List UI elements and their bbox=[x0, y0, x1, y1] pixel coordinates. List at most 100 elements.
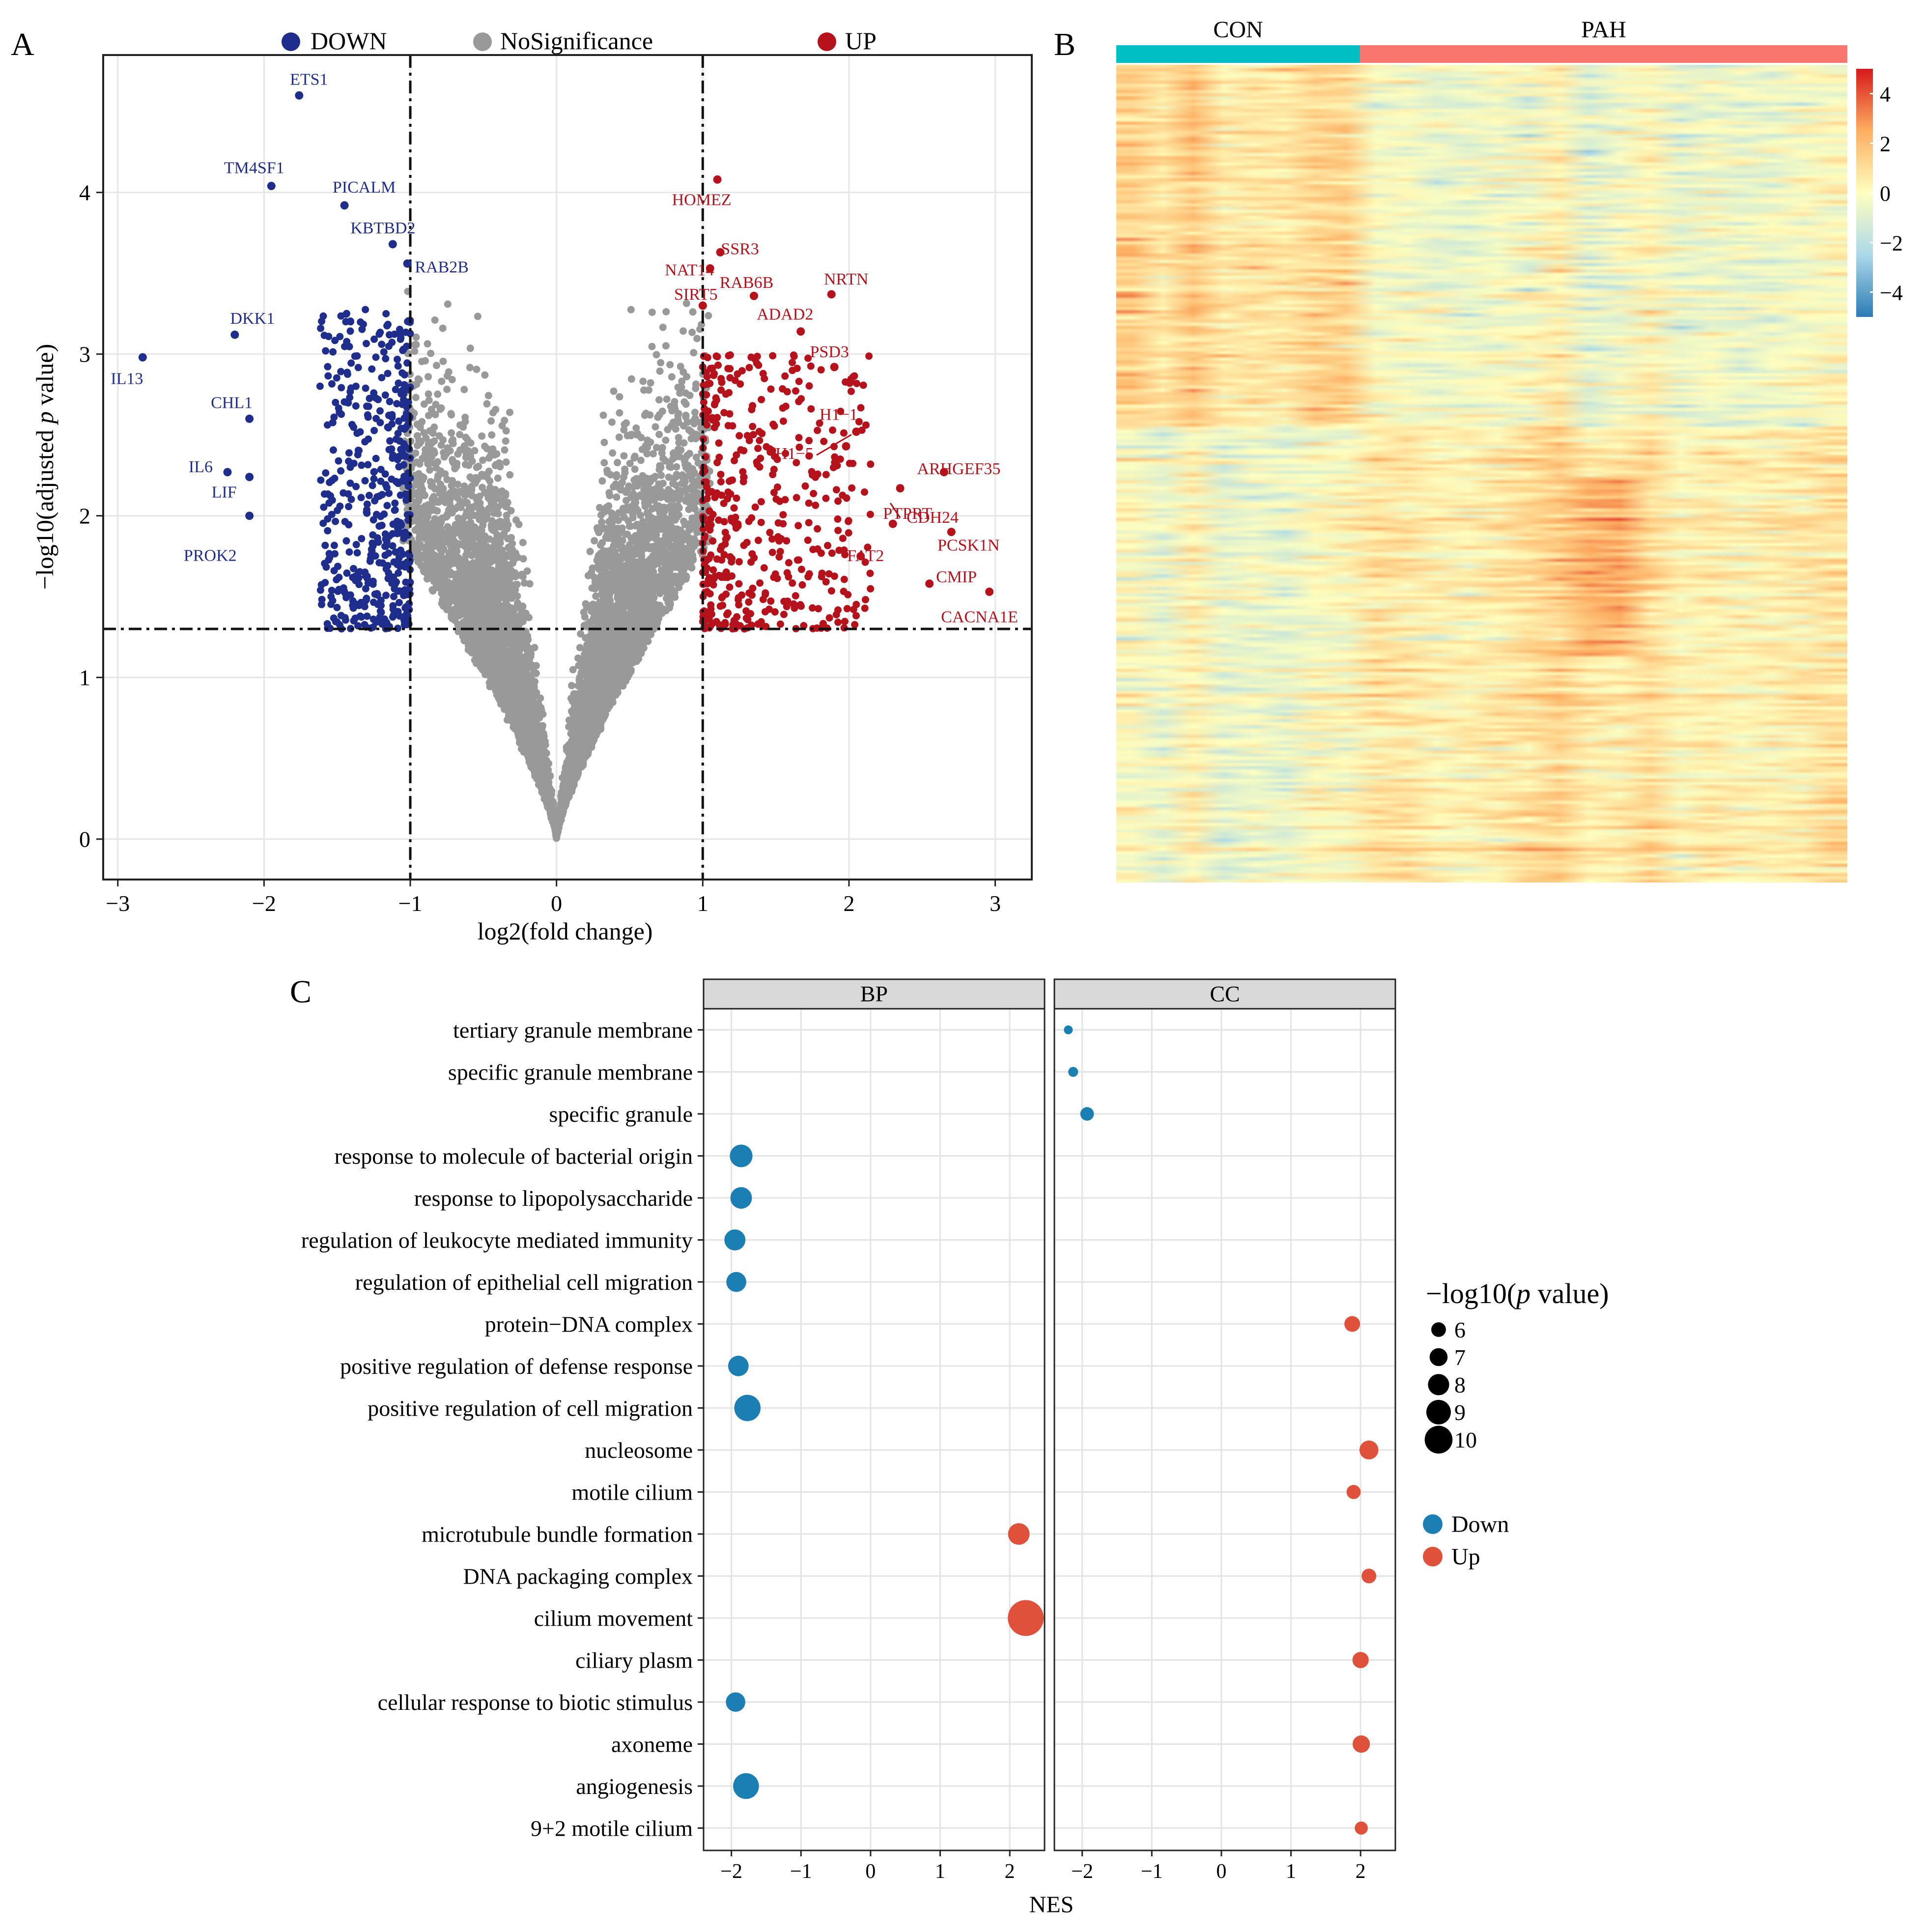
volcano-gene-label-up: RAB6B bbox=[720, 274, 774, 292]
gsea-x-tick-label: 1 bbox=[935, 1860, 945, 1883]
volcano-gene-label-up: CMIP bbox=[936, 568, 977, 586]
volcano-label-connector bbox=[889, 502, 901, 518]
gsea-point bbox=[726, 1272, 746, 1292]
gsea-point bbox=[1080, 1107, 1094, 1121]
volcano-gene-label-down: PICALM bbox=[333, 178, 396, 197]
size-legend-dot bbox=[1431, 1322, 1446, 1337]
gsea-point bbox=[1068, 1067, 1078, 1077]
gsea-category-label: nucleosome bbox=[585, 1438, 693, 1463]
volcano-threshold-lines bbox=[103, 55, 1032, 880]
gsea-point bbox=[1355, 1821, 1368, 1835]
volcano-labeled-point-down bbox=[340, 201, 349, 210]
gsea-category-label: cilium movement bbox=[534, 1606, 693, 1631]
volcano-x-tick-label: 0 bbox=[551, 891, 562, 916]
gsea-point bbox=[724, 1229, 746, 1250]
gsea-category-label: response to molecule of bacterial origin bbox=[335, 1144, 693, 1169]
gsea-x-axis-title: NES bbox=[1029, 1892, 1074, 1918]
size-legend-dot bbox=[1424, 1425, 1453, 1454]
gsea-x-tick-label: −2 bbox=[720, 1860, 742, 1883]
colorbar-tick-label: 2 bbox=[1880, 132, 1891, 156]
panel-label-c: C bbox=[290, 974, 311, 1010]
volcano-labeled-point-down bbox=[223, 468, 232, 477]
volcano-labeled-point-down bbox=[245, 414, 254, 423]
gsea-category-label: DNA packaging complex bbox=[463, 1564, 693, 1589]
gsea-category-label: regulation of epithelial cell migration bbox=[355, 1270, 693, 1295]
pah-group-bar bbox=[1360, 45, 1847, 63]
gsea-category-label: microtubule bundle formation bbox=[422, 1522, 693, 1547]
gsea-category-label: motile cilium bbox=[571, 1480, 693, 1505]
size-legend: 6 78 910 bbox=[1424, 1317, 1477, 1454]
colorbar-tick-label: −2 bbox=[1880, 231, 1903, 256]
volcano-labeled-point-up bbox=[749, 291, 758, 300]
volcano-gene-label-up: PSD3 bbox=[810, 343, 849, 361]
direction-legend-label: Down bbox=[1451, 1511, 1509, 1537]
volcano-labeled-point-up bbox=[985, 587, 994, 596]
volcano-gene-label-up: NRTN bbox=[824, 270, 869, 288]
gsea-x-tick-label: −2 bbox=[1071, 1860, 1093, 1883]
volcano-x-tick-label: −3 bbox=[106, 891, 130, 916]
legend-up-label: UP bbox=[845, 27, 877, 55]
volcano-gene-label-down: PROK2 bbox=[184, 547, 237, 565]
gsea-point bbox=[728, 1356, 749, 1376]
gsea-category-label: angiogenesis bbox=[576, 1774, 693, 1799]
volcano-labeled-point-up bbox=[842, 442, 850, 451]
colorbar-tick-label: −4 bbox=[1880, 281, 1903, 305]
volcano-labeled-point-down bbox=[295, 91, 304, 100]
volcano-gene-label-down: ETS1 bbox=[290, 70, 328, 88]
volcano-gene-label-up: SIRT5 bbox=[674, 285, 718, 304]
heatmap-colorbar-ticks: 4 2 0 −2 −4 bbox=[1870, 83, 1903, 305]
size-legend-label: 10 bbox=[1454, 1427, 1477, 1452]
gsea-x-tick-label: 2 bbox=[1356, 1860, 1366, 1883]
volcano-labeled-point-up bbox=[925, 579, 934, 588]
gsea-category-label: axoneme bbox=[611, 1732, 693, 1757]
volcano-gene-label-up: FAT2 bbox=[847, 547, 884, 565]
volcano-labeled-point-down bbox=[388, 240, 397, 249]
volcano-label-connector bbox=[816, 434, 852, 456]
volcano-gene-label-up: SSR3 bbox=[721, 240, 759, 258]
volcano-ns-points bbox=[399, 287, 714, 842]
volcano-gene-label-down: CHL1 bbox=[211, 394, 253, 412]
volcano-y-tick-label: 4 bbox=[79, 180, 90, 205]
legend-ns-label: NoSignificance bbox=[500, 27, 653, 55]
volcano-x-tick-label: 1 bbox=[697, 891, 708, 916]
volcano-gene-label-down: DKK1 bbox=[230, 310, 275, 328]
gsea-axes: −2 −1 0 1 2 −2 −1 0 1 2 bbox=[720, 1850, 1366, 1883]
pah-group-label: PAH bbox=[1581, 17, 1626, 43]
volcano-y-tick-label: 3 bbox=[79, 342, 90, 367]
volcano-gene-label-down: KBTBD2 bbox=[350, 219, 415, 237]
gsea-point bbox=[1346, 1485, 1361, 1499]
volcano-legend: DOWN NoSignificance UP bbox=[282, 27, 877, 55]
volcano-points bbox=[316, 287, 875, 842]
volcano-labeled-point-up bbox=[713, 175, 722, 184]
size-legend-label: 6 bbox=[1454, 1317, 1466, 1342]
volcano-gene-label-up: H1−1 bbox=[820, 406, 858, 424]
volcano-y-tick-label: 0 bbox=[79, 827, 90, 852]
panel-label-b: B bbox=[1054, 27, 1076, 62]
volcano-gene-label-up: CACNA1E bbox=[941, 608, 1018, 626]
gsea-point bbox=[1344, 1316, 1360, 1332]
gsea-x-tick-label: −1 bbox=[790, 1860, 812, 1883]
size-legend-label: 9 bbox=[1454, 1400, 1466, 1425]
volcano-gene-label-down: RAB2B bbox=[415, 258, 469, 276]
volcano-labeled-point-down bbox=[267, 182, 276, 191]
volcano-gene-labels: ETS1 TM4SF1 PICALM KBTBD2 RAB2B DKK1 IL13 CHL1 I… bbox=[111, 70, 1018, 626]
volcano-labeled-point-down bbox=[230, 330, 239, 339]
size-legend-title: −log10(p value) bbox=[1426, 1278, 1609, 1309]
gsea-x-tick-label: 0 bbox=[865, 1860, 876, 1883]
volcano-labeled-point-up bbox=[827, 290, 836, 299]
volcano-y-axis-title: −log10(adjusted p value) bbox=[31, 344, 58, 590]
panel-label-a: A bbox=[11, 27, 34, 62]
volcano-plot-frame bbox=[102, 54, 1033, 881]
direction-legend-marker bbox=[1423, 1514, 1443, 1534]
volcano-gene-label-down: IL6 bbox=[189, 458, 213, 476]
gsea-category-label: protein−DNA complex bbox=[485, 1312, 693, 1337]
gsea-point bbox=[726, 1692, 745, 1712]
gsea-point bbox=[730, 1144, 753, 1167]
gsea-panel-bp-frame bbox=[703, 1008, 1046, 1851]
gsea-points bbox=[724, 1025, 1379, 1835]
colorbar-tick-label: 4 bbox=[1880, 83, 1891, 107]
volcano-labeled-point-up bbox=[856, 552, 865, 561]
size-legend-dot bbox=[1428, 1374, 1449, 1395]
gsea-category-label: regulation of leukocyte mediated immunit… bbox=[301, 1228, 693, 1253]
volcano-x-tick-label: 2 bbox=[843, 891, 854, 916]
